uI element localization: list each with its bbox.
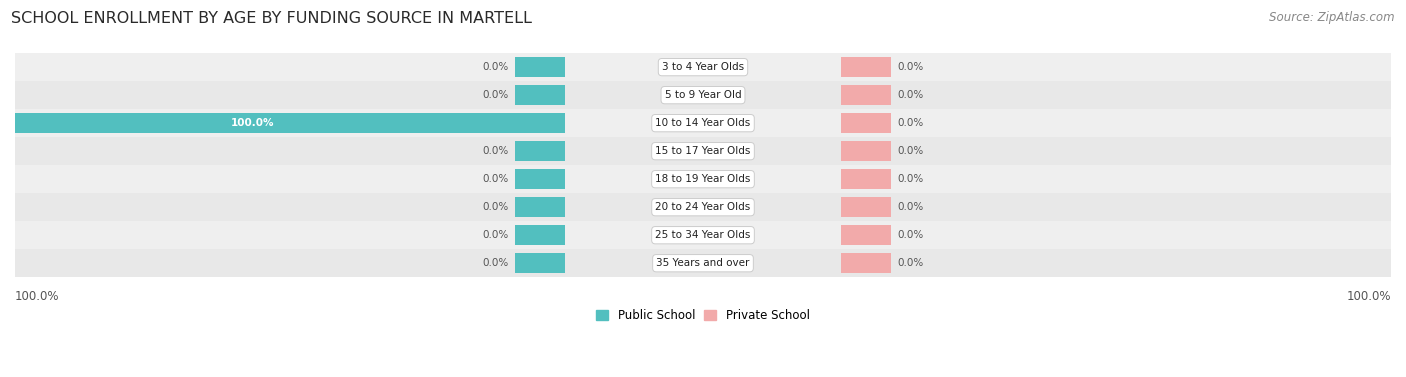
Bar	[841, 85, 890, 105]
Text: 0.0%: 0.0%	[482, 90, 509, 100]
Bar	[15, 109, 1391, 137]
Text: 0.0%: 0.0%	[897, 146, 924, 156]
Bar	[841, 113, 890, 133]
Text: 20 to 24 Year Olds: 20 to 24 Year Olds	[655, 202, 751, 212]
Bar	[516, 225, 565, 245]
Text: 15 to 17 Year Olds: 15 to 17 Year Olds	[655, 146, 751, 156]
Text: 10 to 14 Year Olds: 10 to 14 Year Olds	[655, 118, 751, 128]
Bar	[516, 57, 565, 77]
Bar	[841, 197, 890, 217]
Text: 0.0%: 0.0%	[897, 202, 924, 212]
Text: 0.0%: 0.0%	[482, 258, 509, 268]
Bar	[516, 253, 565, 273]
Legend: Public School, Private School: Public School, Private School	[592, 304, 814, 326]
Bar	[15, 249, 1391, 277]
Text: Source: ZipAtlas.com: Source: ZipAtlas.com	[1270, 11, 1395, 24]
Bar	[15, 137, 1391, 165]
Text: 0.0%: 0.0%	[897, 118, 924, 128]
Bar	[841, 253, 890, 273]
Bar	[841, 57, 890, 77]
Text: 0.0%: 0.0%	[897, 258, 924, 268]
Bar	[841, 225, 890, 245]
Bar	[516, 141, 565, 161]
Text: 25 to 34 Year Olds: 25 to 34 Year Olds	[655, 230, 751, 240]
Text: 0.0%: 0.0%	[482, 174, 509, 184]
Text: 0.0%: 0.0%	[897, 230, 924, 240]
Text: 0.0%: 0.0%	[897, 174, 924, 184]
Text: 0.0%: 0.0%	[482, 202, 509, 212]
Bar	[15, 221, 1391, 249]
Text: 18 to 19 Year Olds: 18 to 19 Year Olds	[655, 174, 751, 184]
Bar	[516, 197, 565, 217]
Text: 0.0%: 0.0%	[482, 146, 509, 156]
Bar	[841, 169, 890, 189]
Bar	[516, 85, 565, 105]
Bar	[15, 193, 1391, 221]
Text: 100.0%: 100.0%	[231, 118, 274, 128]
Text: 3 to 4 Year Olds: 3 to 4 Year Olds	[662, 62, 744, 72]
Text: 0.0%: 0.0%	[482, 230, 509, 240]
Text: 0.0%: 0.0%	[897, 90, 924, 100]
Text: SCHOOL ENROLLMENT BY AGE BY FUNDING SOURCE IN MARTELL: SCHOOL ENROLLMENT BY AGE BY FUNDING SOUR…	[11, 11, 531, 26]
Text: 0.0%: 0.0%	[897, 62, 924, 72]
Bar	[0, 113, 565, 133]
Bar	[841, 141, 890, 161]
Bar	[15, 165, 1391, 193]
Bar	[15, 53, 1391, 81]
Text: 35 Years and over: 35 Years and over	[657, 258, 749, 268]
Text: 5 to 9 Year Old: 5 to 9 Year Old	[665, 90, 741, 100]
Text: 0.0%: 0.0%	[482, 62, 509, 72]
Bar	[516, 169, 565, 189]
Bar	[15, 81, 1391, 109]
Text: 100.0%: 100.0%	[15, 290, 59, 303]
Text: 100.0%: 100.0%	[1347, 290, 1391, 303]
